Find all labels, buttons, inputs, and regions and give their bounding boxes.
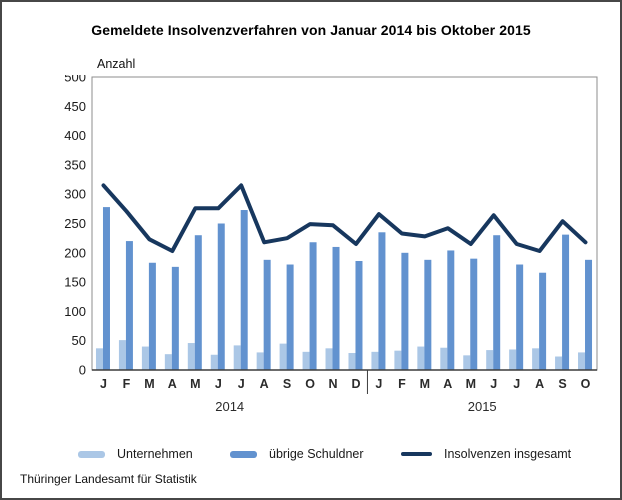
bar-übrige Schuldner [378, 232, 386, 370]
bar-Unternehmen [256, 352, 264, 370]
bar-übrige Schuldner [263, 259, 271, 370]
bar-Unternehmen [187, 343, 195, 370]
bar-Unternehmen [302, 351, 310, 370]
bar-Unternehmen [417, 346, 425, 370]
bar-übrige Schuldner [516, 264, 524, 370]
chart-title: Gemeldete Insolvenzverfahren von Januar … [91, 22, 531, 38]
legend-item-insolvenzen-insgesamt: Insolvenzen insgesamt [401, 443, 571, 465]
bar-Unternehmen [578, 352, 586, 370]
bar-übrige Schuldner [424, 259, 432, 370]
bar-Unternehmen [532, 348, 540, 370]
insolvenzen-line-swatch-icon [401, 452, 432, 456]
chart-legend: Unternehmen übrige Schuldner Insolvenzen… [2, 443, 620, 465]
legend-item-uebrige-schuldner: übrige Schuldner [230, 443, 364, 465]
year-label: 2015 [468, 399, 497, 414]
month-tick-label: J [100, 377, 107, 391]
month-tick-label: S [558, 377, 566, 391]
source-attribution: Thüringer Landesamt für Statistik [20, 472, 197, 486]
bar-Unternehmen [555, 356, 563, 370]
month-tick-label: A [168, 377, 177, 391]
bar-Unternehmen [95, 348, 103, 370]
bar-Unternehmen [118, 340, 126, 370]
y-tick-label: 50 [72, 333, 86, 348]
month-tick-label: N [328, 377, 337, 391]
bar-übrige Schuldner [539, 272, 547, 370]
bar-Unternehmen [233, 345, 241, 370]
month-tick-label: F [398, 377, 406, 391]
bar-übrige Schuldner [148, 262, 156, 370]
month-tick-label: M [420, 377, 430, 391]
bar-Unternehmen [279, 343, 287, 370]
y-tick-label: 100 [64, 304, 86, 319]
bar-Unternehmen [509, 349, 517, 370]
bar-übrige Schuldner [217, 223, 225, 370]
bar-Unternehmen [463, 355, 471, 370]
bar-übrige Schuldner [585, 259, 593, 370]
month-tick-label: O [581, 377, 591, 391]
bar-übrige Schuldner [562, 234, 570, 370]
month-tick-label: M [466, 377, 476, 391]
month-tick-label: M [190, 377, 200, 391]
month-tick-label: M [144, 377, 154, 391]
bar-Unternehmen [141, 346, 149, 370]
bar-übrige Schuldner [470, 258, 478, 370]
month-tick-label: J [513, 377, 520, 391]
y-tick-label: 300 [64, 187, 86, 202]
bar-übrige Schuldner [125, 241, 133, 370]
month-tick-label: J [215, 377, 222, 391]
legend-label: Unternehmen [117, 447, 193, 461]
bar-übrige Schuldner [355, 261, 363, 370]
bar-übrige Schuldner [332, 246, 340, 370]
bar-Unternehmen [325, 348, 333, 370]
month-tick-label: J [375, 377, 382, 391]
month-tick-label: A [535, 377, 544, 391]
year-label: 2014 [215, 399, 244, 414]
unternehmen-swatch-icon [78, 450, 105, 458]
bar-übrige Schuldner [102, 207, 110, 370]
y-tick-label: 150 [64, 275, 86, 290]
legend-label: übrige Schuldner [269, 447, 364, 461]
y-tick-label: 250 [64, 216, 86, 231]
bar-Unternehmen [348, 353, 356, 370]
bar-übrige Schuldner [171, 266, 179, 370]
bar-übrige Schuldner [401, 252, 409, 370]
bar-Unternehmen [210, 354, 218, 370]
y-tick-label: 500 [64, 75, 86, 85]
month-tick-label: A [260, 377, 269, 391]
bar-Unternehmen [371, 351, 379, 370]
bar-übrige Schuldner [309, 242, 317, 370]
legend-label: Insolvenzen insgesamt [444, 447, 572, 461]
month-tick-label: A [443, 377, 452, 391]
bar-übrige Schuldner [447, 250, 455, 370]
bar-Unternehmen [486, 350, 494, 370]
uebrige-schuldner-swatch-icon [230, 450, 257, 458]
y-tick-label: 350 [64, 157, 86, 172]
bar-übrige Schuldner [194, 235, 202, 370]
bar-übrige Schuldner [493, 235, 501, 370]
y-tick-label: 450 [64, 99, 86, 114]
y-axis-unit-label: Anzahl [97, 57, 136, 71]
bar-Unternehmen [440, 347, 448, 370]
month-tick-label: J [238, 377, 245, 391]
bar-Unternehmen [394, 350, 402, 370]
month-tick-label: S [283, 377, 291, 391]
bar-Unternehmen [164, 354, 172, 370]
month-tick-label: J [490, 377, 497, 391]
y-tick-label: 400 [64, 128, 86, 143]
y-tick-label: 200 [64, 245, 86, 260]
y-tick-label: 0 [79, 363, 86, 378]
legend-item-unternehmen: Unternehmen [78, 443, 193, 465]
month-tick-label: F [123, 377, 131, 391]
month-tick-label: O [305, 377, 315, 391]
month-tick-label: D [351, 377, 360, 391]
bar-übrige Schuldner [240, 210, 248, 370]
total-insolvencies-line [101, 183, 588, 253]
bar-übrige Schuldner [286, 264, 294, 370]
